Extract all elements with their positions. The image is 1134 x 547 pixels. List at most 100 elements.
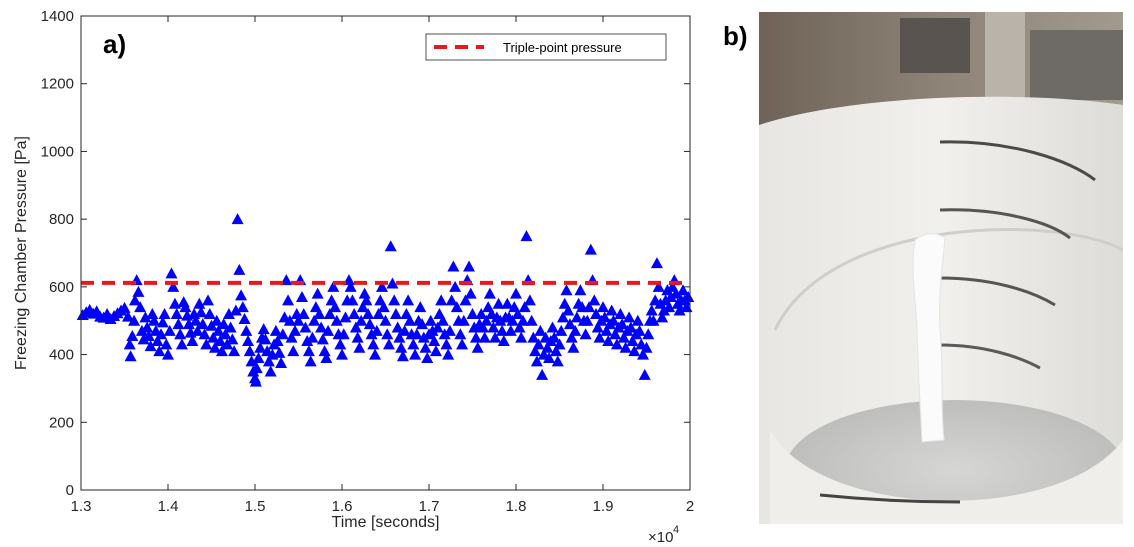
data-point [217,318,230,330]
data-point [306,331,319,343]
graduation-mark-1 [939,140,1096,182]
ice-column [912,233,946,443]
data-point [349,321,362,333]
data-point [584,243,597,255]
data-point [222,307,235,319]
data-point [480,314,493,326]
data-point [424,314,437,326]
data-point [527,331,540,343]
data-point [529,345,542,357]
data-point [377,301,390,313]
data-point [631,314,644,326]
data-point [553,338,566,350]
data-point [624,321,637,333]
data-point [617,331,630,343]
data-point [337,328,350,340]
data-point [550,345,563,357]
data-point [196,318,209,330]
data-point [372,307,385,319]
data-point [276,328,289,340]
data-point [463,260,476,272]
data-point [419,341,432,353]
data-point [360,294,373,306]
data-point [600,324,613,336]
data-point [301,335,314,347]
data-point [126,329,139,341]
data-point [650,257,663,269]
legend-entry-label: Triple-point pressure [503,40,622,55]
data-point [403,314,416,326]
data-point [440,338,453,350]
data-point [339,311,352,323]
data-point [235,289,248,301]
data-point [456,338,469,350]
data-point [530,355,543,367]
data-point [295,291,308,303]
data-point [609,328,622,340]
data-point [442,348,455,360]
data-point [142,329,155,341]
data-point [320,351,333,363]
data-point [438,328,451,340]
data-point [292,314,305,326]
bucket-inner-wall-rim [773,228,1123,331]
data-point [165,267,178,279]
y-tick-label: 800 [49,211,74,228]
data-point [134,301,147,313]
legend: Triple-point pressure [425,33,667,61]
data-point [532,338,545,350]
data-point [174,328,187,340]
data-point [200,338,213,350]
data-point [191,324,204,336]
data-point [175,338,188,350]
data-point [252,351,265,363]
data-point [645,304,658,316]
data-point [513,321,526,333]
data-point [605,304,618,316]
data-point [330,314,343,326]
data-point [179,301,192,313]
data-point [454,328,467,340]
data-point [556,311,569,323]
data-point [327,280,340,292]
data-point [381,328,394,340]
data-point [275,357,288,369]
graduation-mark-5 [819,493,961,504]
data-point [353,341,366,353]
data-point [476,321,489,333]
data-point [144,340,157,352]
data-point [391,321,404,333]
data-point [155,328,168,340]
data-point [121,310,134,322]
data-point [623,311,636,323]
data-point [215,345,228,357]
data-point [311,287,324,299]
x-axis-label: Time [seconds] [332,514,440,531]
data-point [548,331,561,343]
data-point [652,280,665,292]
data-point [560,284,573,296]
data-point [367,338,380,350]
machine-frame [985,12,1025,102]
data-point [468,321,481,333]
data-point [297,307,310,319]
y-axis-ticks: 0 200 400 600 800 1000 1200 1400 [41,8,690,499]
data-point [271,335,284,347]
data-point [501,297,514,309]
data-point [664,291,677,303]
data-point [163,324,176,336]
data-point [628,345,641,357]
data-point [410,328,423,340]
data-point [170,307,183,319]
data-point [363,318,376,330]
data-point [464,287,477,299]
data-point [313,307,326,319]
panel-b-label: b) [723,21,748,51]
data-point [417,331,430,343]
data-point [382,338,395,350]
data-point [316,333,329,345]
data-point [426,324,439,336]
data-point [238,313,251,325]
data-point [269,324,282,336]
data-point [402,294,415,306]
